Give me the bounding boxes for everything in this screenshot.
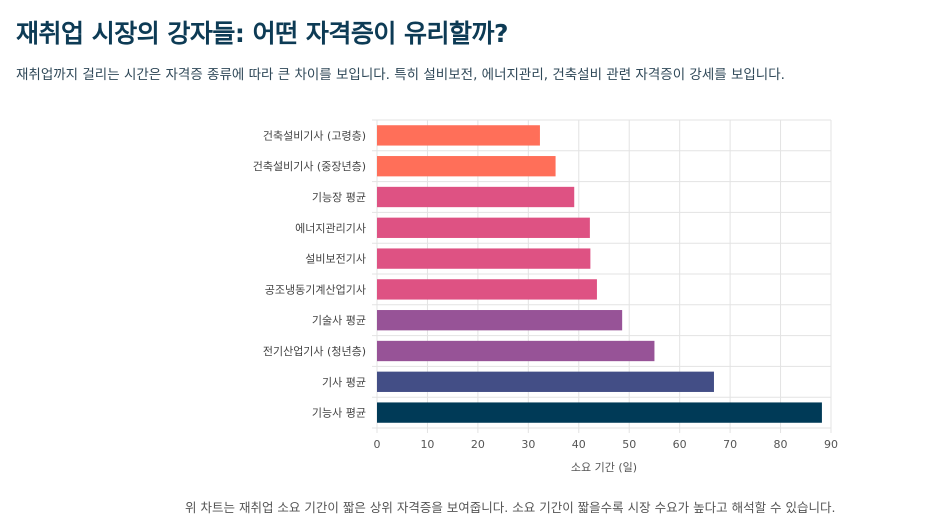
x-tick-label: 50 (622, 438, 636, 451)
y-tick-label: 기사 평균 (322, 376, 366, 389)
page-subtitle: 재취업까지 걸리는 시간은 자격증 종류에 따라 큰 차이를 보입니다. 특히 … (16, 67, 785, 83)
y-tick-label: 기능장 평균 (312, 191, 366, 204)
x-tick-label: 20 (471, 438, 485, 451)
x-tick-label: 60 (673, 438, 687, 451)
x-tick-label: 10 (420, 438, 434, 451)
footnote: 위 차트는 재취업 소요 기간이 짧은 상위 자격증을 보여줍니다. 소요 기간… (185, 500, 836, 515)
x-axis-title: 소요 기간 (일) (571, 460, 637, 474)
x-tick-label: 30 (521, 438, 535, 451)
bars (377, 125, 822, 423)
x-tick-label: 40 (572, 438, 586, 451)
grid-lines (372, 119, 832, 433)
bar-chart: 건축설비기사 (고령층) 건축설비기사 (중장년층) 기능장 평균에너지관리기사설비… (253, 119, 839, 474)
x-tick-label: 0 (374, 438, 381, 451)
bar (377, 371, 714, 392)
x-axis-ticks: 0 10 20 30 40 50 60 70 80 90 (374, 438, 839, 451)
bar (377, 310, 623, 331)
y-tick-label: 건축설비기사 (중장년층) (253, 160, 366, 173)
y-tick-label: 기능사 평균 (312, 407, 366, 420)
y-tick-label: 설비보전기사 (305, 253, 366, 266)
bar (377, 279, 597, 300)
bar (377, 156, 556, 177)
page-title: 재취업 시장의 강자들: 어떤 자격증이 유리할까? (16, 19, 509, 48)
bar (377, 217, 590, 238)
y-axis-labels: 건축설비기사 (고령층) 건축설비기사 (중장년층) 기능장 평균에너지관리기사설비… (253, 129, 366, 419)
bar (377, 125, 540, 146)
bar (377, 248, 591, 269)
bar (377, 186, 575, 208)
y-tick-label: 에너지관리기사 (295, 222, 366, 235)
bar (377, 402, 822, 423)
y-tick-label: 공조냉동기계산업기사 (265, 283, 366, 296)
x-tick-label: 80 (774, 438, 788, 451)
y-tick-label: 건축설비기사 (고령층) (263, 129, 366, 142)
y-tick-label: 전기산업기사 (청년층) (263, 345, 366, 358)
x-tick-label: 90 (824, 438, 838, 451)
x-tick-label: 70 (723, 438, 737, 451)
bar (377, 340, 655, 362)
y-tick-label: 기술사 평균 (312, 314, 366, 327)
